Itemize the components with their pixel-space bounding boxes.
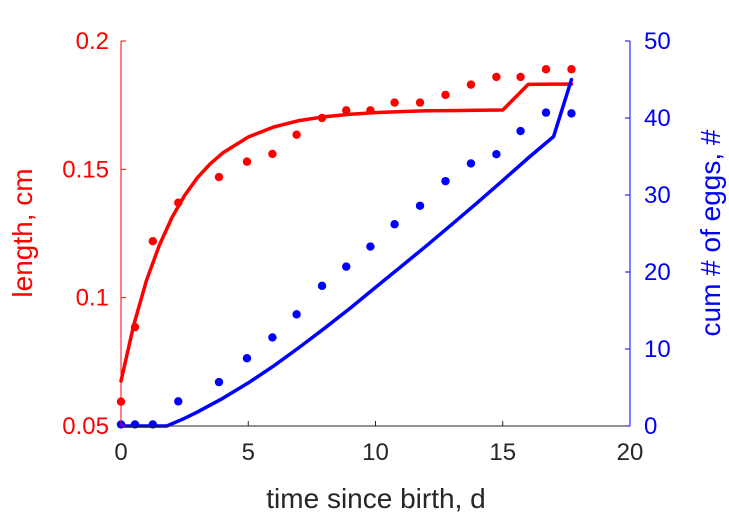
x-tick-label: 15 xyxy=(489,439,516,466)
y-right-tick-label: 20 xyxy=(644,259,671,286)
length-data-point xyxy=(567,65,576,74)
eggs-data-point xyxy=(317,281,327,291)
length-data-point xyxy=(342,106,351,115)
length-data-point xyxy=(268,149,277,159)
length-model-line xyxy=(119,82,574,383)
y-axis-left-title: length, cm xyxy=(7,168,38,297)
length-data-point xyxy=(148,237,158,246)
y-axis-right-title: cum # of eggs, # xyxy=(695,129,726,336)
eggs-data-point xyxy=(342,262,351,271)
x-tick-label: 5 xyxy=(242,439,255,466)
eggs-data-point xyxy=(541,108,551,117)
eggs-data-point xyxy=(214,377,224,387)
length-data-point xyxy=(466,80,476,89)
eggs-data-point xyxy=(268,333,277,342)
length-data-point xyxy=(541,65,551,74)
y-right-tick-label: 10 xyxy=(644,336,671,363)
length-data-point xyxy=(492,72,501,82)
y-right-tick-label: 50 xyxy=(644,28,671,55)
length-data-point xyxy=(214,172,224,182)
y-left-tick-label: 0.15 xyxy=(62,156,109,183)
eggs-data-point xyxy=(390,220,399,229)
y-left-tick-label: 0.1 xyxy=(76,285,109,312)
y-left-tick-label: 0.2 xyxy=(76,28,109,55)
x-axis-title: time since birth, d xyxy=(266,483,485,514)
eggs-data-point xyxy=(441,176,450,186)
eggs-data-point xyxy=(174,397,183,406)
length-data-point xyxy=(415,98,425,107)
length-data-point xyxy=(242,157,252,166)
length-data-point xyxy=(516,72,525,82)
length-data-point xyxy=(441,90,450,100)
x-tick-label: 0 xyxy=(114,439,127,466)
eggs-data-point xyxy=(242,354,252,363)
eggs-data-point xyxy=(366,242,375,251)
eggs-data-point xyxy=(292,310,301,319)
length-data-point xyxy=(390,98,399,107)
axes: 0 5 10 15 20 0.05 0.1 0.15 0.2 0 10 20 30 40 50 xyxy=(62,28,670,466)
y-right-tick-label: 30 xyxy=(644,182,671,209)
eggs-model-line xyxy=(119,77,574,428)
y-right-tick-label: 40 xyxy=(644,105,671,132)
y-left-tick-label: 0.05 xyxy=(62,413,109,440)
eggs-data-point xyxy=(466,159,476,168)
x-tick-label: 20 xyxy=(617,439,644,466)
eggs-data-point xyxy=(567,109,576,118)
x-tick-label: 10 xyxy=(362,439,389,466)
plot-area xyxy=(116,65,576,429)
length-data-point xyxy=(292,130,301,139)
eggs-data-point xyxy=(516,126,525,136)
eggs-data-point xyxy=(415,201,425,210)
eggs-data-point xyxy=(492,149,501,159)
y-right-tick-label: 0 xyxy=(644,413,657,440)
